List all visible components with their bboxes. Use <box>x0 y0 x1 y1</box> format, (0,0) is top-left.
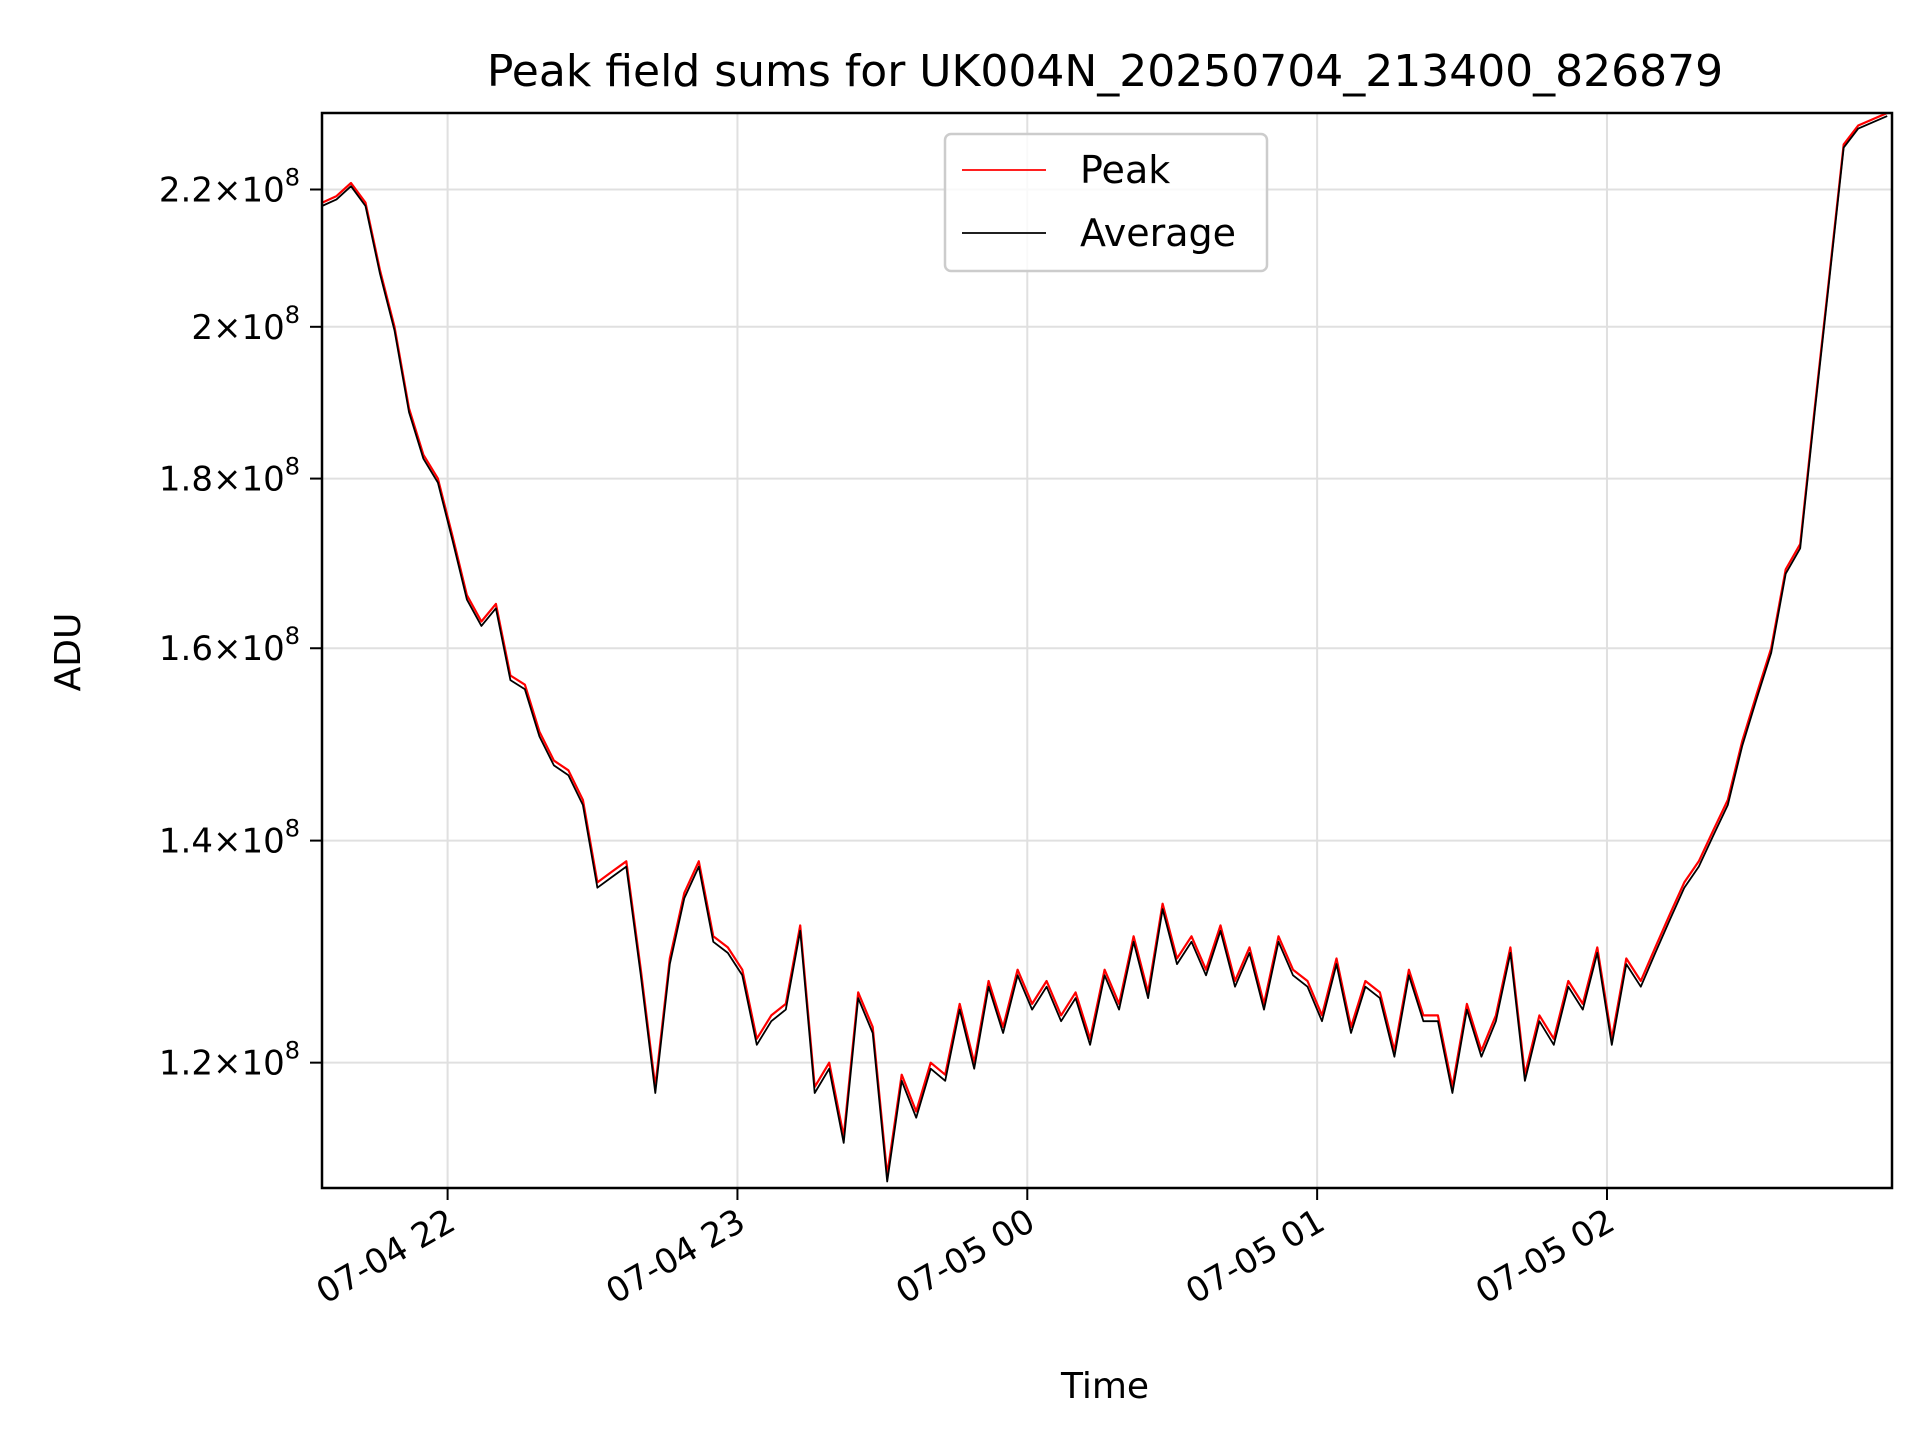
y-tick-label: 1.8×108 <box>159 453 300 500</box>
legend-label-peak: Peak <box>1080 148 1170 192</box>
y-tick-layer: 1.2×108 1.4×108 1.6×108 1.8×108 2×108 2.2×108 <box>159 164 322 1084</box>
series-line-peak <box>321 111 1888 1177</box>
y-tick-label: 2.2×108 <box>159 164 300 211</box>
series-line-average <box>321 115 1888 1183</box>
legend-box <box>943 132 1269 273</box>
y-tick-label: 1.4×108 <box>159 815 300 862</box>
legend-label-average: Average <box>1080 211 1236 255</box>
y-tick-label: 1.2×108 <box>159 1037 300 1084</box>
x-axis-label: Time <box>1060 1366 1149 1407</box>
y-tick-label: 2×108 <box>191 301 300 348</box>
y-axis-label: ADU <box>48 613 89 692</box>
y-tick-label: 1.6×108 <box>159 622 300 669</box>
chart-title: Peak field sums for UK004N_20250704_2134… <box>487 46 1723 97</box>
plot-frame <box>320 111 1894 1190</box>
series-layer <box>321 111 1888 1183</box>
legend: Peak Average <box>943 132 1269 273</box>
